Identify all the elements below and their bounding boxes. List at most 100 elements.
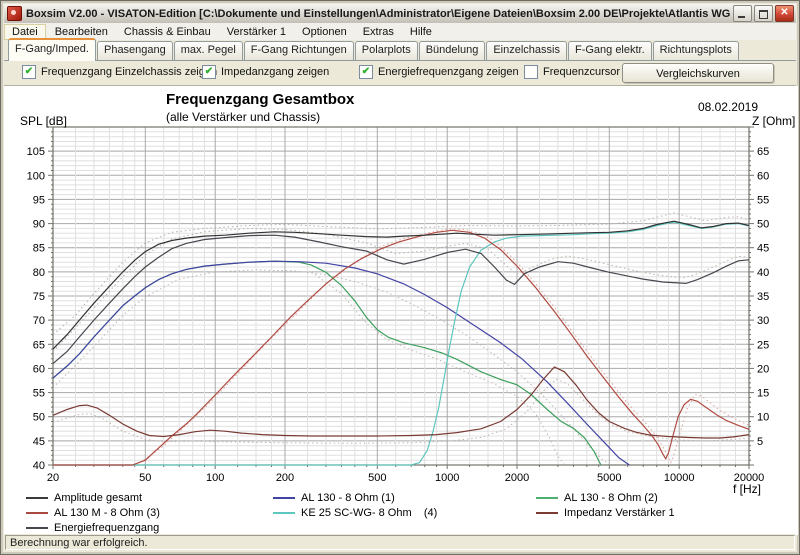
legend-column: AL 130 - 8 Ohm (2) Impedanz Verstärker 1 bbox=[536, 490, 675, 520]
svg-text:50: 50 bbox=[139, 472, 151, 484]
legend-item-al-130-8-ohm-1: AL 130 - 8 Ohm (1) bbox=[273, 490, 437, 505]
legend-item-impedanz-verstärker-1: Impedanz Verstärker 1 bbox=[536, 505, 675, 520]
series-al-130-8-ohm-1 bbox=[52, 260, 630, 466]
checkbox-checked-icon[interactable]: ✔ bbox=[359, 65, 373, 79]
svg-text:20: 20 bbox=[757, 363, 769, 375]
legend-column: AL 130 - 8 Ohm (1) KE 25 SC-WG- 8 Ohm (4) bbox=[273, 490, 437, 520]
menu-item-bearbeiten[interactable]: Bearbeiten bbox=[54, 25, 108, 38]
menu-item-extras[interactable]: Extras bbox=[362, 25, 394, 38]
menu-item-verstärker-1[interactable]: Verstärker 1 bbox=[226, 25, 287, 38]
frequency-response-plot: 40 45 50 55 60 65 70 75 80 85 90 95 100 105 5 10 15 20 25 3… bbox=[27, 126, 769, 484]
checkbox-checked-icon[interactable]: ✔ bbox=[202, 65, 216, 79]
legend-line-swatch bbox=[273, 511, 295, 514]
series-impedanz-verstärker-1 bbox=[52, 366, 750, 439]
checkbox-unchecked-icon[interactable] bbox=[524, 65, 538, 79]
tab-phasengang[interactable]: Phasengang bbox=[96, 41, 173, 60]
svg-text:50: 50 bbox=[757, 219, 769, 231]
legend-label: Amplitude gesamt bbox=[54, 491, 143, 504]
svg-text:10000: 10000 bbox=[664, 472, 695, 484]
close-button[interactable]: ✕ bbox=[775, 5, 794, 22]
legend-item-amplitude-gesamt: Amplitude gesamt bbox=[26, 490, 160, 505]
checkbox-impedanzgang-zeigen[interactable]: ✔ Impedanzgang zeigen bbox=[202, 65, 329, 79]
svg-text:70: 70 bbox=[33, 315, 45, 327]
svg-text:50: 50 bbox=[33, 412, 45, 424]
tab-einzelchassis[interactable]: Einzelchassis bbox=[486, 41, 567, 60]
legend-label: AL 130 M - 8 Ohm (3) bbox=[54, 506, 160, 519]
svg-text:30: 30 bbox=[757, 315, 769, 327]
minimize-button[interactable] bbox=[733, 5, 752, 22]
svg-text:500: 500 bbox=[368, 472, 386, 484]
svg-text:95: 95 bbox=[33, 194, 45, 206]
app-icon bbox=[7, 6, 22, 21]
minimize-icon bbox=[738, 16, 745, 18]
menu-item-chassis-einbau[interactable]: Chassis & Einbau bbox=[123, 25, 211, 38]
chart-legend: Amplitude gesamt AL 130 M - 8 Ohm (3) Ener… bbox=[4, 490, 798, 535]
chart-title: Frequenzgang Gesamtbox bbox=[166, 91, 355, 108]
checkbox-energiefrequenzgang-zeigen[interactable]: ✔ Energiefrequenzgang zeigen bbox=[359, 65, 519, 79]
tab-max-pegel[interactable]: max. Pegel bbox=[173, 41, 243, 60]
legend-line-swatch bbox=[26, 511, 48, 514]
y-axis-right-label: Z [Ohm] bbox=[752, 114, 796, 128]
svg-text:20000: 20000 bbox=[734, 472, 765, 484]
svg-text:85: 85 bbox=[33, 243, 45, 255]
tab-f-gang-richtungen[interactable]: F-Gang Richtungen bbox=[243, 41, 354, 60]
legend-item-al-130-m-8-ohm-3: AL 130 M - 8 Ohm (3) bbox=[26, 505, 160, 520]
series-amplitude-gesamt bbox=[52, 220, 750, 350]
legend-label: AL 130 - 8 Ohm (1) bbox=[301, 491, 395, 504]
checkbox-label: Impedanzgang zeigen bbox=[221, 66, 330, 78]
svg-text:55: 55 bbox=[757, 194, 769, 206]
checkbox-frequenzcursor[interactable]: Frequenzcursor bbox=[524, 65, 620, 79]
menu-item-optionen[interactable]: Optionen bbox=[302, 25, 347, 38]
legend-label: AL 130 - 8 Ohm (2) bbox=[564, 491, 658, 504]
series-vergleichskurve-al-130-1 bbox=[52, 269, 612, 466]
chart-date: 08.02.2019 bbox=[697, 100, 758, 114]
series-energiefrequenzgang bbox=[52, 234, 750, 365]
svg-text:65: 65 bbox=[757, 146, 769, 158]
legend-column: Amplitude gesamt AL 130 M - 8 Ohm (3) Ener… bbox=[26, 490, 160, 535]
svg-text:5: 5 bbox=[757, 436, 763, 448]
window-title: Boxsim V2.00 - VISATON-Edition [C:\Dokum… bbox=[26, 7, 733, 20]
legend-line-swatch bbox=[26, 526, 48, 529]
menu-bar: Datei Bearbeiten Chassis & Einbau Verstärke… bbox=[4, 23, 796, 41]
chart-subtitle: (alle Verstärker und Chassis) bbox=[166, 110, 321, 124]
legend-line-swatch bbox=[26, 496, 48, 499]
svg-text:35: 35 bbox=[757, 291, 769, 303]
svg-text:45: 45 bbox=[757, 243, 769, 255]
svg-text:1000: 1000 bbox=[435, 472, 459, 484]
tab-polarplots[interactable]: Polarplots bbox=[354, 41, 418, 60]
legend-line-swatch bbox=[536, 511, 558, 514]
svg-text:15: 15 bbox=[757, 388, 769, 400]
series-vergleichskurve-energiefrequenzgang bbox=[52, 227, 750, 352]
control-row: Vergleichskurven einblenden ✔Frequenzgan… bbox=[4, 61, 796, 98]
legend-item-ke-25-sc-wg-8-ohm-4: KE 25 SC-WG- 8 Ohm (4) bbox=[273, 505, 437, 520]
svg-text:65: 65 bbox=[33, 339, 45, 351]
tab-f-gang-imped[interactable]: F-Gang/Imped. bbox=[8, 38, 96, 61]
legend-label: Impedanz Verstärker 1 bbox=[564, 506, 675, 519]
checkbox-checked-icon[interactable]: ✔ bbox=[22, 65, 36, 79]
checkbox-label: Energiefrequenzgang zeigen bbox=[378, 66, 519, 78]
series-al-130-m-8-ohm-3 bbox=[53, 229, 750, 466]
svg-text:20: 20 bbox=[47, 472, 59, 484]
tab-f-gang-elektr[interactable]: F-Gang elektr. bbox=[567, 41, 652, 60]
checkbox-frequenzgang-einzelchassis-zeigen[interactable]: ✔ Frequenzgang Einzelchassis zeigen bbox=[22, 65, 217, 79]
svg-text:60: 60 bbox=[33, 363, 45, 375]
maximize-icon bbox=[759, 10, 768, 19]
x-axis-label: f [Hz] bbox=[733, 482, 762, 496]
svg-text:75: 75 bbox=[33, 291, 45, 303]
svg-text:80: 80 bbox=[33, 267, 45, 279]
compare-curves-button[interactable]: Vergleichskurven einblenden bbox=[622, 63, 774, 98]
svg-text:55: 55 bbox=[33, 388, 45, 400]
maximize-button[interactable] bbox=[754, 5, 773, 22]
legend-line-swatch bbox=[536, 496, 558, 499]
tab-richtungsplots[interactable]: Richtungsplots bbox=[652, 41, 739, 60]
legend-item-al-130-8-ohm-2: AL 130 - 8 Ohm (2) bbox=[536, 490, 675, 505]
svg-text:45: 45 bbox=[33, 436, 45, 448]
svg-text:10: 10 bbox=[757, 412, 769, 424]
checkbox-label: Frequenzgang Einzelchassis zeigen bbox=[41, 66, 218, 78]
legend-item-energiefrequenzgang: Energiefrequenzgang bbox=[26, 520, 160, 535]
tab-bündelung[interactable]: Bündelung bbox=[418, 41, 486, 60]
chart-panel: 40 45 50 55 60 65 70 75 80 85 90 95 100 105 5 10 15 20 25 3… bbox=[4, 86, 798, 535]
legend-label: Energiefrequenzgang bbox=[54, 521, 160, 534]
menu-item-hilfe[interactable]: Hilfe bbox=[409, 25, 432, 38]
